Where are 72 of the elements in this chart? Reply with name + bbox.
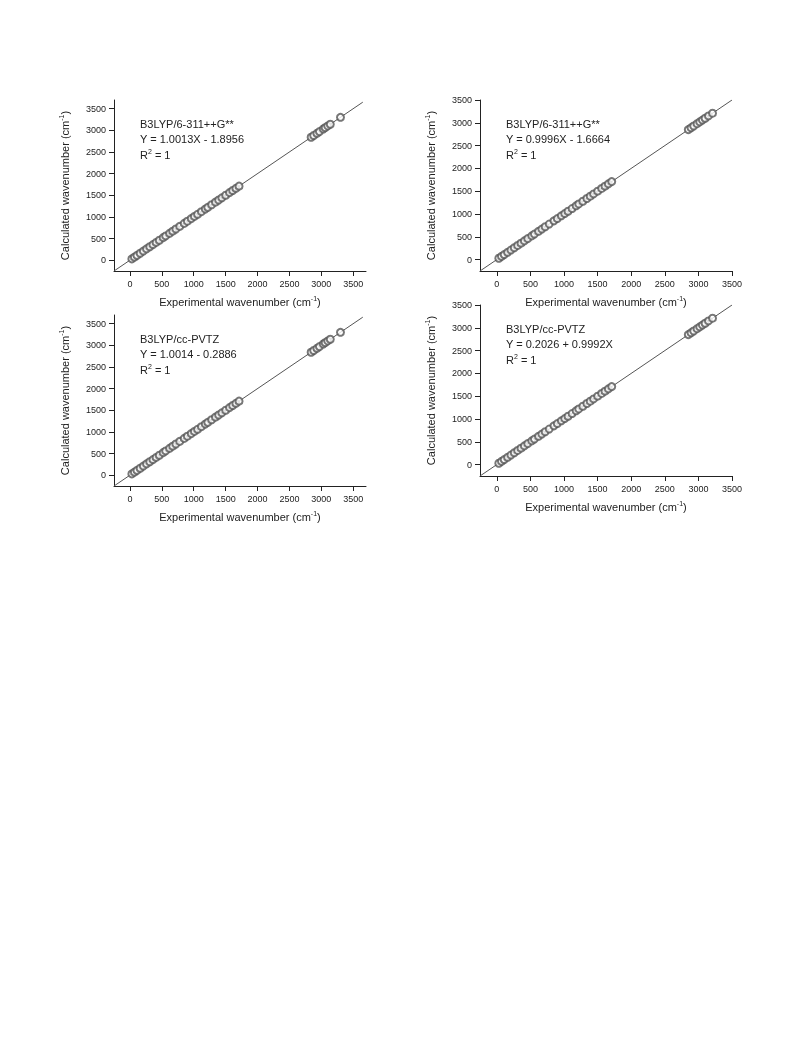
- y-tick-label: 1500: [451, 391, 472, 402]
- x-tick-label: 1000: [553, 278, 575, 289]
- y-tick-label: 1500: [451, 186, 472, 197]
- y-tick-label: 1000: [451, 414, 472, 424]
- y-tick-label: 3500: [85, 103, 106, 114]
- y-tick-label: 1500: [85, 190, 106, 201]
- y-tick-label: 0: [100, 470, 106, 481]
- x-tick-label: 1500: [587, 483, 608, 494]
- y-tick-label: 3000: [85, 125, 106, 136]
- y-tick-label: 1000: [85, 211, 106, 222]
- annotation: B3LYP/cc-PVTZ: [506, 322, 586, 335]
- y-tick-label: 1500: [85, 405, 106, 416]
- x-tick-label: 2500: [279, 278, 300, 289]
- x-tick-label: 1500: [587, 278, 608, 289]
- x-tick-label: 1000: [183, 493, 204, 504]
- y-tick-label: 3000: [85, 340, 106, 351]
- annotation: B3LYP/6-311++G**: [506, 117, 601, 130]
- y-tick-label: 2500: [451, 140, 472, 151]
- y-tick-label: 0: [466, 254, 472, 265]
- x-tick-label: 3500: [343, 278, 364, 289]
- x-tick-label: 1000: [553, 483, 575, 494]
- x-tick-label: 500: [154, 278, 170, 289]
- x-tick-label: 0: [127, 278, 133, 289]
- y-tick-label: 500: [456, 231, 472, 242]
- annotation: B3LYP/6-311++G**: [140, 117, 235, 130]
- x-tick-label: 3000: [311, 278, 332, 289]
- y-tick-label: 2000: [85, 168, 106, 179]
- y-tick-label: 1000: [85, 426, 106, 437]
- x-tick-label: 2500: [654, 278, 675, 289]
- y-tick-label: 3500: [451, 300, 472, 310]
- y-tick-label: 3000: [451, 117, 472, 128]
- x-tick-label: 3000: [311, 493, 332, 504]
- x-tick-label: 500: [522, 278, 538, 289]
- y-tick-label: 2000: [451, 368, 472, 379]
- x-tick-label: 1500: [215, 278, 236, 289]
- x-tick-label: 0: [494, 483, 500, 494]
- annotation: Y = 1.0013X - 1.8956: [140, 132, 245, 145]
- y-tick-label: 3500: [451, 95, 472, 105]
- y-tick-label: 500: [456, 436, 472, 447]
- y-tick-label: 1000: [451, 209, 472, 219]
- x-tick-label: 3500: [721, 483, 743, 494]
- y-tick-label: 500: [90, 233, 106, 244]
- annotation: Y = 0.2026 + 0.9992X: [506, 337, 614, 350]
- y-tick-label: 2500: [85, 146, 106, 157]
- annotation: Y = 0.9996X - 1.6664: [506, 132, 611, 145]
- x-tick-label: 1000: [183, 278, 204, 289]
- y-tick-label: 500: [90, 448, 106, 459]
- x-tick-label: 2000: [247, 493, 268, 504]
- annotation: B3LYP/cc-PVTZ: [140, 332, 220, 345]
- x-tick-label: 3500: [343, 493, 364, 504]
- y-tick-label: 3500: [85, 318, 106, 329]
- x-tick-label: 3500: [721, 278, 743, 289]
- x-tick-label: 2500: [654, 483, 675, 494]
- x-tick-label: 2000: [247, 278, 268, 289]
- y-tick-label: 0: [466, 459, 472, 470]
- y-tick-label: 2500: [85, 361, 106, 372]
- x-tick-label: 3000: [688, 278, 709, 289]
- x-tick-label: 500: [154, 493, 170, 504]
- x-tick-label: 2000: [621, 483, 642, 494]
- x-tick-label: 2500: [279, 493, 300, 504]
- x-tick-label: 500: [522, 483, 538, 494]
- x-tick-label: 3000: [688, 483, 709, 494]
- x-tick-label: 0: [127, 493, 133, 504]
- annotation: Y = 1.0014 - 0.2886: [140, 347, 237, 360]
- y-tick-label: 2000: [451, 163, 472, 174]
- x-tick-label: 0: [494, 278, 500, 289]
- x-tick-label: 1500: [215, 493, 236, 504]
- x-tick-label: 2000: [621, 278, 642, 289]
- y-tick-label: 2000: [85, 383, 106, 394]
- y-tick-label: 3000: [451, 322, 472, 333]
- y-tick-label: 2500: [451, 345, 472, 356]
- y-tick-label: 0: [100, 255, 106, 266]
